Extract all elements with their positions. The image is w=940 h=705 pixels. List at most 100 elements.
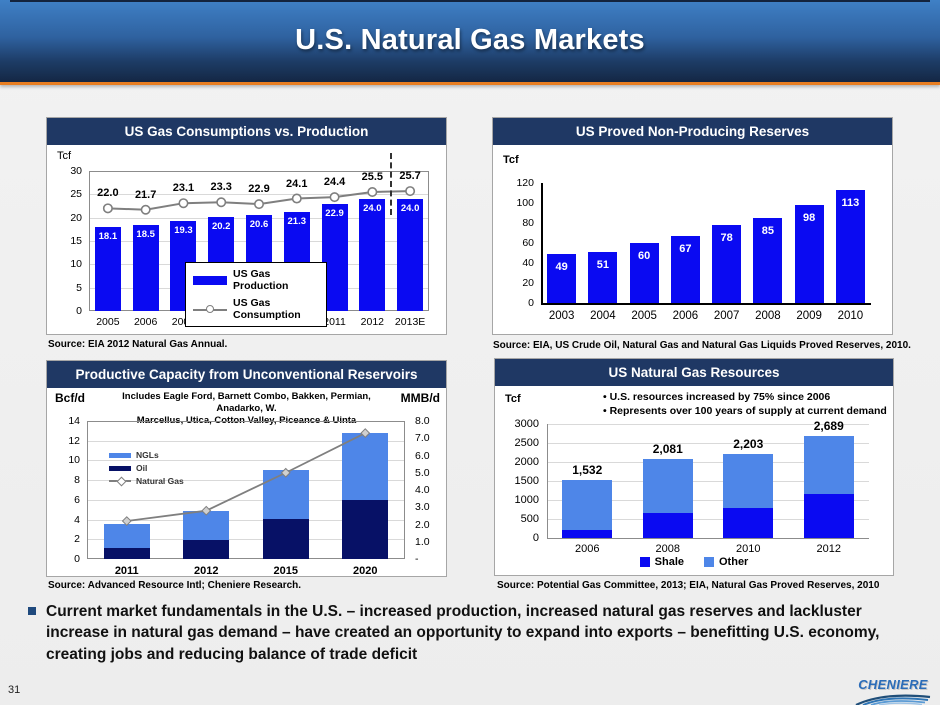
chart-consumption-production: Tcf US Gas Production US Gas Consumption… [47, 145, 446, 334]
y-axis-tick-label: 80 [522, 217, 534, 229]
natural-gas-line-swatch [109, 478, 131, 484]
y-axis-tick-label: 3000 [514, 418, 539, 430]
chart-legend: NGLs Oil Natural Gas [109, 450, 184, 486]
line-marker [121, 516, 132, 526]
y-axis-tick-label: 1500 [514, 475, 539, 487]
legend-label: US Gas Production [233, 268, 289, 292]
legend-label: Shale [654, 556, 684, 568]
left-axis-unit-label: Bcf/d [55, 391, 85, 405]
other-bar-segment [642, 458, 693, 514]
chart-title: US Natural Gas Resources [495, 359, 893, 386]
line-value-label: 24.1 [286, 177, 308, 190]
bar-value-label: 85 [761, 225, 774, 237]
line-marker [360, 428, 371, 439]
bar-value-label: 67 [679, 243, 692, 255]
reserves-bar [794, 205, 824, 303]
source-note: Source: Advanced Resource Intl; Cheniere… [48, 580, 302, 591]
line-marker [201, 505, 212, 516]
legend-label: US Gas Consumption [233, 297, 301, 321]
ngls-bar-segment [262, 470, 309, 519]
legend-item-ngls: NGLs [109, 450, 184, 460]
x-axis-tick-label: 2008 [655, 543, 680, 555]
reserves-bar [712, 225, 742, 303]
legend-item-production: US Gas Production [193, 268, 319, 292]
production-bar [132, 224, 159, 311]
chart-title: Productive Capacity from Unconventional … [47, 361, 446, 388]
y-axis-unit-label: Tcf [503, 154, 519, 166]
right-axis-tick-label: - [415, 553, 419, 565]
y-axis-tick-label: 100 [516, 197, 534, 209]
line-value-label: 24.4 [323, 176, 346, 189]
right-axis-tick-label: 3.0 [415, 501, 430, 514]
chart-subtitle: Includes Eagle Ford, Barnett Combo, Bakk… [102, 391, 391, 427]
consumption-line-swatch [193, 304, 227, 314]
other-bar-segment [723, 454, 774, 509]
bullet-square-icon [28, 607, 36, 615]
natural-gas-line-series [121, 428, 371, 526]
line-value-label: 22.0 [97, 187, 119, 200]
line-marker [367, 186, 378, 197]
y-axis-tick-label: 20 [522, 277, 534, 289]
right-axis-tick-label: 2.0 [415, 518, 430, 531]
chart-productive-capacity: Bcf/d MMB/d Includes Eagle Ford, Barnett… [47, 388, 446, 577]
line-marker [254, 199, 265, 210]
x-axis-tick-label: 2012 [194, 565, 219, 577]
y-axis-tick-label: 15 [70, 235, 82, 247]
ngls-bar-segment [342, 432, 389, 500]
line-marker [280, 467, 291, 478]
line-value-label: 25.5 [361, 171, 384, 183]
bar-value-label: 51 [596, 259, 609, 271]
reserves-bar [835, 190, 865, 303]
total-value-label: 2,081 [652, 441, 683, 456]
x-axis-tick-label: 2009 [796, 310, 822, 322]
x-axis-tick-label: 2008 [755, 310, 781, 322]
slide-header: U.S. Natural Gas Markets [0, 0, 940, 85]
right-axis-tick-label: 8.0 [415, 415, 430, 427]
line-marker [291, 193, 302, 204]
y-axis-tick-label: 500 [520, 513, 539, 525]
x-axis-line [547, 538, 869, 539]
production-bar [359, 199, 386, 311]
bar-value-label: 20.6 [249, 218, 269, 230]
line-value-label: 23.1 [172, 182, 195, 195]
bar-value-label: 60 [638, 250, 651, 262]
right-axis-unit-label: MMB/d [400, 391, 440, 405]
gridline [87, 539, 405, 541]
y-axis-tick-label: 12 [68, 434, 80, 447]
line-value-label: 25.7 [399, 170, 421, 183]
line-marker [102, 203, 113, 214]
y-axis-tick-label: 8 [74, 474, 80, 487]
total-value-label: 2,689 [813, 418, 844, 433]
y-axis-tick-label: 25 [70, 188, 82, 201]
chart-panel-proved-reserves: US Proved Non-Producing Reserves Tcf 0 20… [492, 117, 893, 335]
y-axis-tick-label: 4 [74, 513, 80, 526]
y-axis-tick-label: 1000 [514, 494, 539, 506]
production-bar [94, 226, 121, 311]
slide-title: U.S. Natural Gas Markets [295, 24, 645, 56]
bar-value-label: 24.0 [400, 203, 420, 214]
line-marker [178, 198, 189, 209]
right-axis-tick-label: 6.0 [415, 449, 430, 462]
bar-value-label: 78 [720, 232, 733, 244]
y-axis-tick-label: 0 [532, 532, 539, 544]
gridline [547, 500, 869, 501]
gridline [547, 443, 869, 444]
x-axis-tick-label: 2007 [713, 310, 740, 322]
bar-value-label: 98 [803, 212, 816, 224]
header-top-edge [10, 0, 930, 2]
cheniere-logo: CHENIERE [852, 677, 934, 705]
line-value-label: 22.9 [248, 183, 270, 196]
cheniere-logo-text: CHENIERE [858, 677, 928, 692]
y-axis-tick-label: 30 [70, 165, 82, 177]
circle-marker-icon [206, 304, 214, 313]
chart-gas-resources: Tcf U.S. resources increased by 75% sinc… [495, 386, 893, 575]
bar-value-label: 21.3 [287, 215, 307, 227]
oil-bar-segment [262, 518, 309, 559]
y-axis-tick-label: 6 [74, 493, 80, 506]
y-axis-tick-label: 20 [70, 211, 82, 224]
line-marker [216, 197, 227, 208]
bar-value-label: 113 [841, 197, 860, 209]
legend-item-other: Other [704, 556, 748, 568]
bar-value-label: 22.9 [325, 208, 344, 220]
